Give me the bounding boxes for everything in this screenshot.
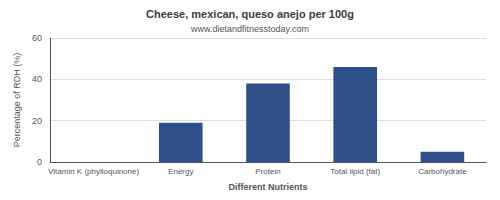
svg-text:40: 40 — [32, 74, 42, 84]
svg-text:Vitamin K (phylloquinone): Vitamin K (phylloquinone) — [48, 167, 139, 176]
svg-text:Protein: Protein — [255, 167, 280, 176]
svg-text:Cheese, mexican, queso anejo p: Cheese, mexican, queso anejo per 100g — [146, 8, 354, 20]
svg-text:www.dietandfitnesstoday.com: www.dietandfitnesstoday.com — [190, 24, 309, 34]
svg-text:0: 0 — [37, 157, 42, 167]
svg-text:Energy: Energy — [168, 167, 193, 176]
svg-text:20: 20 — [32, 116, 42, 126]
svg-text:Percentage of RDH (%): Percentage of RDH (%) — [12, 53, 22, 148]
svg-text:Different Nutrients: Different Nutrients — [228, 182, 307, 192]
svg-text:Carbohydrate: Carbohydrate — [418, 167, 467, 176]
svg-text:Total lipid (fat): Total lipid (fat) — [330, 167, 380, 176]
svg-text:60: 60 — [32, 33, 42, 43]
